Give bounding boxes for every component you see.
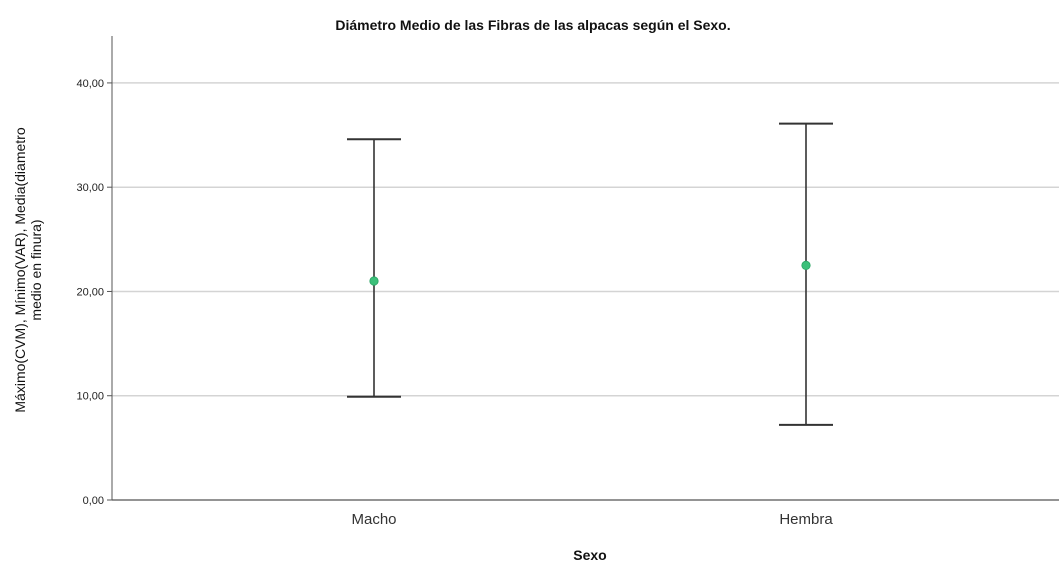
- x-tick-label: Hembra: [779, 511, 833, 528]
- chart-title: Diámetro Medio de las Fibras de las alpa…: [335, 17, 730, 33]
- y-tick-label: 40,00: [76, 78, 104, 90]
- y-tick-label: 10,00: [76, 391, 104, 403]
- y-tick-label: 0,00: [83, 495, 104, 507]
- x-tick-label: Macho: [351, 511, 396, 528]
- error-bars: [347, 122, 833, 426]
- mean-point: [369, 276, 379, 286]
- mean-point: [801, 260, 811, 270]
- y-tick-label: 30,00: [76, 182, 104, 194]
- axes: [111, 36, 1059, 501]
- y-axis-label: Máximo(CVM), Mínimo(VAR), Media(diametro…: [12, 127, 44, 412]
- y-tick-label: 20,00: [76, 286, 104, 298]
- x-tick-labels: Macho Hembra: [351, 511, 833, 528]
- y-axis-label-line-1: Máximo(CVM), Mínimo(VAR), Media(diametro: [12, 127, 28, 412]
- y-tick-labels: 0,00 10,00 20,00 30,00 40,00: [76, 78, 112, 507]
- x-axis-label: Sexo: [573, 547, 606, 562]
- y-axis-label-line-2: medio en finura): [28, 219, 44, 320]
- grid-lines: [112, 82, 1059, 397]
